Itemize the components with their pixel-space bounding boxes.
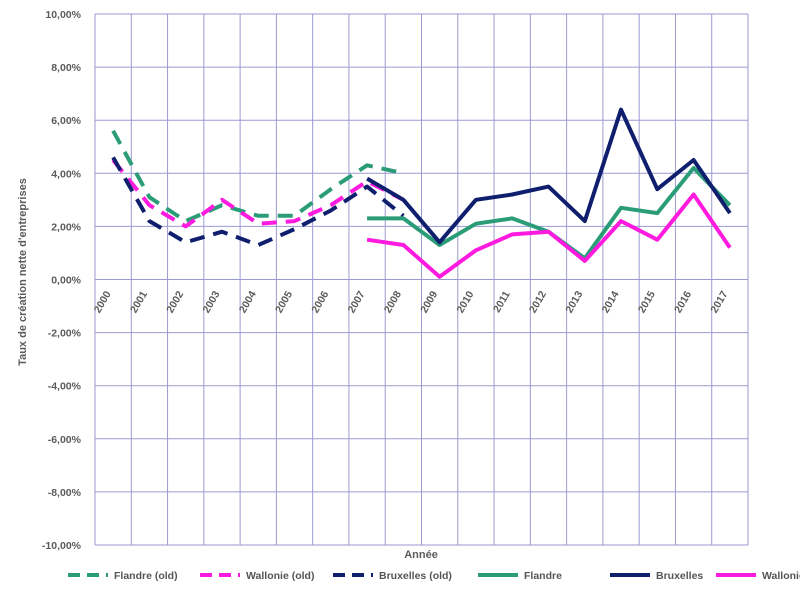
y-axis-ticks: 10,00% 8,00% 6,00% 4,00% 2,00% 0,00% -2,00% -4,…	[42, 9, 82, 552]
series-line-wallonie-old	[111, 158, 405, 229]
y-tick-label: 4,00%	[51, 168, 81, 180]
y-tick-label: -6,00%	[48, 434, 82, 446]
y-tick-label: 10,00%	[45, 9, 81, 21]
y-axis-title: Taux de création nette d'entreprises	[17, 178, 29, 366]
series-line-bruxelles	[366, 107, 732, 245]
x-axis-title: Année	[404, 549, 438, 561]
legend-label-flandre-old: Flandre (old)	[114, 570, 178, 582]
grid	[94, 13, 749, 546]
series-line-bruxelles-old	[111, 156, 405, 247]
y-tick-label: 0,00%	[51, 275, 81, 287]
legend-label-bruxelles-old: Bruxelles (old)	[379, 570, 452, 582]
y-tick-label: -4,00%	[48, 381, 82, 393]
legend-label-wallonie-old: Wallonie (old)	[246, 570, 314, 582]
series-lines	[111, 107, 732, 279]
y-tick-label: -8,00%	[48, 487, 82, 499]
y-tick-label: 6,00%	[51, 115, 81, 127]
x-axis-ticks: 2000 2001 2002 2003 2004 2005 2006 2007 2008 2009…	[92, 289, 731, 315]
y-tick-label: 8,00%	[51, 62, 81, 74]
legend: Flandre (old) Wallonie (old) Bruxelles (ol…	[68, 570, 800, 582]
y-tick-label: -2,00%	[48, 328, 82, 340]
y-tick-label: -10,00%	[42, 540, 82, 552]
legend-label-wallonie: Wallonie	[762, 570, 800, 582]
legend-label-bruxelles: Bruxelles	[656, 570, 703, 582]
series-line-flandre-old	[111, 129, 404, 224]
series-line-wallonie	[366, 192, 732, 279]
legend-label-flandre: Flandre	[524, 570, 562, 582]
y-tick-label: 2,00%	[51, 221, 81, 233]
